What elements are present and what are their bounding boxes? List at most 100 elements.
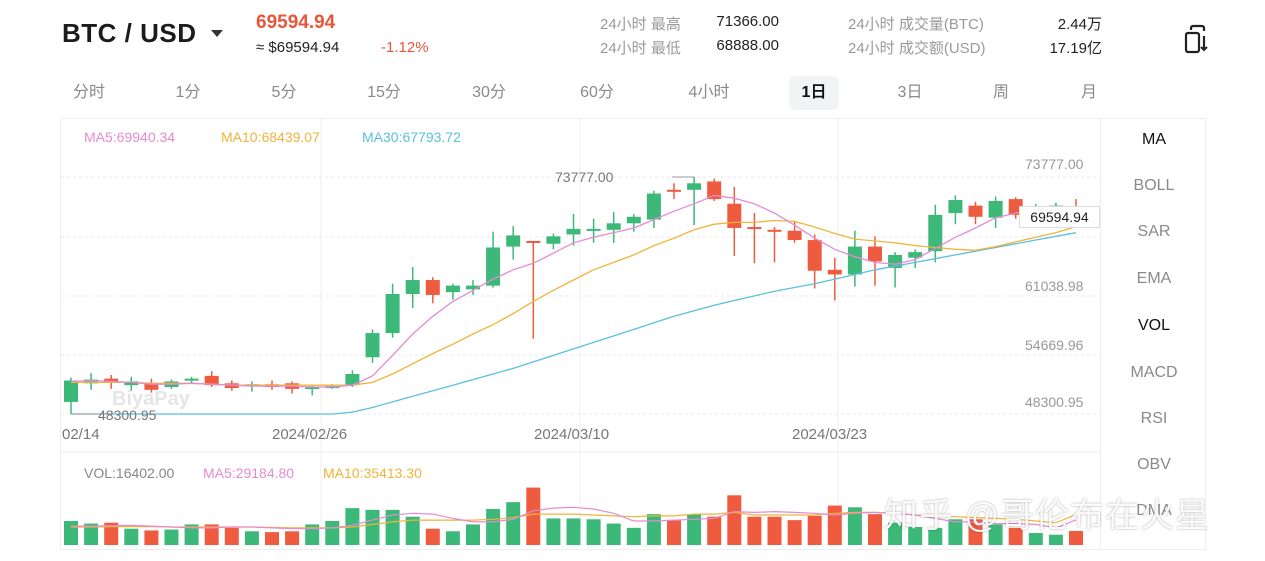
volume-bar bbox=[747, 516, 762, 545]
volume-bar bbox=[948, 519, 963, 545]
volume-bar bbox=[224, 527, 239, 545]
candle-body bbox=[385, 294, 400, 334]
date-tick-4: 2024/03/23 bbox=[792, 426, 868, 443]
volume-bar bbox=[988, 524, 1003, 545]
volume-bar bbox=[646, 514, 661, 545]
legend-ma10: MA10:68439.07 bbox=[221, 129, 320, 145]
volume-bar bbox=[184, 524, 199, 545]
indicator-obv[interactable]: OBV bbox=[1137, 456, 1171, 473]
candle-body bbox=[546, 236, 561, 244]
tab-1d[interactable]: 1日 bbox=[789, 76, 839, 110]
chart-area[interactable] bbox=[60, 118, 1206, 550]
volume-bar bbox=[64, 521, 78, 545]
candle-body bbox=[124, 381, 139, 386]
indicator-ema[interactable]: EMA bbox=[1136, 270, 1172, 287]
candle-body bbox=[868, 246, 882, 262]
legend-ma30: MA30:67793.72 bbox=[362, 129, 461, 145]
tab-1m[interactable]: 1分 bbox=[175, 84, 201, 101]
volume-bar bbox=[265, 532, 279, 545]
tab-60m[interactable]: 60分 bbox=[580, 84, 614, 101]
candle-body bbox=[184, 378, 199, 381]
indicator-boll[interactable]: BOLL bbox=[1133, 177, 1175, 194]
volume-bar bbox=[1028, 533, 1043, 545]
volume-bar bbox=[325, 521, 340, 545]
vol-usd-label: 24小时 成交额(USD) bbox=[848, 40, 986, 57]
tab-month[interactable]: 月 bbox=[1080, 84, 1097, 101]
indicator-dma[interactable]: DMA bbox=[1136, 502, 1172, 519]
tab-week[interactable]: 周 bbox=[992, 84, 1009, 101]
candle-body bbox=[64, 380, 78, 402]
volume-bar bbox=[626, 527, 641, 545]
volume-bar bbox=[506, 502, 521, 545]
date-tick-3: 2024/03/10 bbox=[534, 426, 610, 443]
ma30-line bbox=[71, 232, 1077, 415]
candle-body bbox=[305, 387, 320, 390]
candle-body bbox=[928, 214, 943, 252]
candle-body bbox=[365, 333, 380, 358]
candle-body bbox=[646, 193, 661, 220]
candle-body bbox=[908, 252, 923, 258]
share-icon[interactable] bbox=[1182, 24, 1212, 56]
tab-5m[interactable]: 5分 bbox=[271, 84, 297, 101]
high-value: 71366.00 bbox=[716, 13, 779, 30]
candle-body bbox=[425, 280, 440, 295]
candle-body bbox=[466, 285, 480, 290]
indicator-vol[interactable]: VOL bbox=[1137, 317, 1170, 334]
tab-30m[interactable]: 30分 bbox=[472, 84, 506, 101]
biyapay-logo: BiyaPay bbox=[112, 388, 190, 410]
volume-bar bbox=[767, 516, 782, 545]
ticker-header: BTC / USD 69594.94 ≈ $69594.94 -1.12% 24… bbox=[0, 0, 1265, 70]
vol-legend-vol: VOL:16402.00 bbox=[84, 465, 175, 481]
date-tick-2: 2024/02/26 bbox=[272, 426, 348, 443]
indicator-sar[interactable]: SAR bbox=[1137, 223, 1171, 240]
indicator-macd[interactable]: MACD bbox=[1130, 364, 1178, 381]
pair-selector[interactable]: BTC / USD bbox=[62, 18, 197, 48]
caret-down-icon[interactable] bbox=[211, 30, 223, 37]
low-marker-label: 48300.95 bbox=[98, 407, 157, 423]
vol-usd-value: 17.19亿 bbox=[1049, 40, 1102, 57]
volume-bar bbox=[727, 495, 742, 545]
candle-body bbox=[667, 189, 681, 192]
candle-body bbox=[506, 235, 521, 247]
interval-tabs: 分时 1分 5分 15分 30分 60分 4小时 1日 3日 周 月 bbox=[60, 76, 1110, 110]
legend-ma5: MA5:69940.34 bbox=[84, 129, 176, 145]
indicator-ma[interactable]: MA bbox=[1142, 131, 1166, 148]
candle-body bbox=[747, 227, 762, 230]
candle-body bbox=[767, 229, 782, 232]
volume-bar bbox=[486, 509, 501, 545]
volume-bar bbox=[546, 518, 561, 545]
last-price-tag: 69594.94 bbox=[1019, 206, 1100, 228]
tab-4h[interactable]: 4小时 bbox=[688, 84, 730, 101]
zhihu-watermark: 知乎 @哥伦布在火星 bbox=[884, 497, 1210, 535]
tab-fenshi[interactable]: 分时 bbox=[72, 84, 105, 101]
tab-15m[interactable]: 15分 bbox=[367, 84, 401, 101]
volume-bar bbox=[445, 531, 460, 545]
price-tick-3: 54669.96 bbox=[1025, 337, 1084, 353]
volume-bar bbox=[84, 523, 99, 545]
volume-bar bbox=[204, 524, 219, 545]
low-label: 24小时 最低 bbox=[600, 40, 681, 57]
candle-body bbox=[687, 183, 702, 190]
volume-bar bbox=[244, 531, 259, 545]
volume-bar bbox=[466, 524, 480, 545]
candle-body bbox=[606, 223, 621, 230]
candle-body bbox=[486, 247, 501, 286]
candle-body bbox=[626, 216, 641, 224]
indicator-rsi[interactable]: RSI bbox=[1140, 410, 1168, 427]
vol-legend-ma5: MA5:29184.80 bbox=[203, 465, 295, 481]
volume-bar bbox=[586, 519, 601, 545]
candle-body bbox=[445, 285, 460, 293]
candle-body bbox=[807, 240, 822, 271]
tab-3d[interactable]: 3日 bbox=[897, 84, 923, 101]
volume-bar bbox=[124, 528, 139, 545]
volume-bar bbox=[868, 514, 882, 545]
candle-body bbox=[586, 228, 601, 231]
last-price: 69594.94 bbox=[256, 12, 336, 33]
volume-bar bbox=[667, 520, 681, 545]
candle-body bbox=[526, 240, 541, 243]
volume-bar bbox=[365, 509, 380, 545]
volume-bar bbox=[606, 523, 621, 545]
low-value: 68888.00 bbox=[716, 37, 779, 54]
candle-body bbox=[727, 203, 742, 228]
